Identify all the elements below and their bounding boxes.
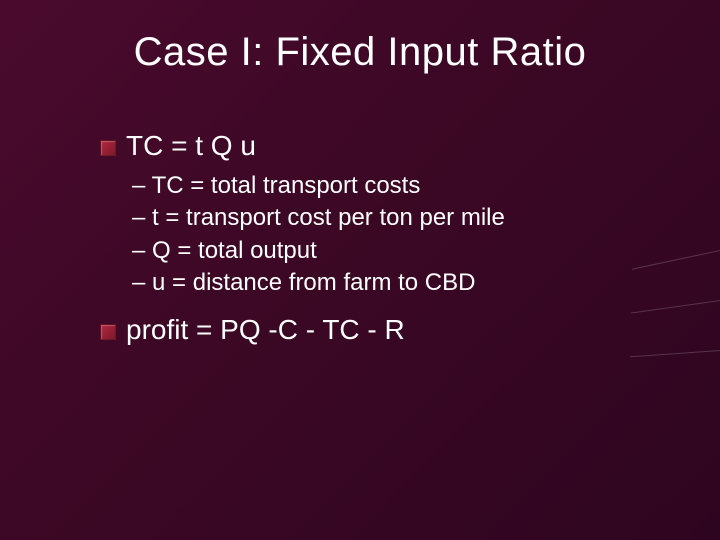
bullet-text: TC = t Q u <box>126 130 256 162</box>
slide-content: TC = t Q u – TC = total transport costs … <box>100 120 660 354</box>
slide-title: Case I: Fixed Input Ratio <box>0 30 720 75</box>
sub-list: – TC = total transport costs – t = trans… <box>132 170 660 300</box>
bullet-text: profit = PQ -C - TC - R <box>126 314 405 346</box>
bullet-square-icon <box>100 140 116 156</box>
slide: Case I: Fixed Input Ratio TC = t Q u – T… <box>0 0 720 540</box>
sub-item: – t = transport cost per ton per mile <box>132 202 660 234</box>
bullet-square-icon <box>100 324 116 340</box>
bullet-item: TC = t Q u <box>100 130 660 162</box>
sub-item: – TC = total transport costs <box>132 170 660 202</box>
sub-item: – Q = total output <box>132 235 660 267</box>
bullet-item: profit = PQ -C - TC - R <box>100 314 660 346</box>
sub-item: – u = distance from farm to CBD <box>132 267 660 299</box>
